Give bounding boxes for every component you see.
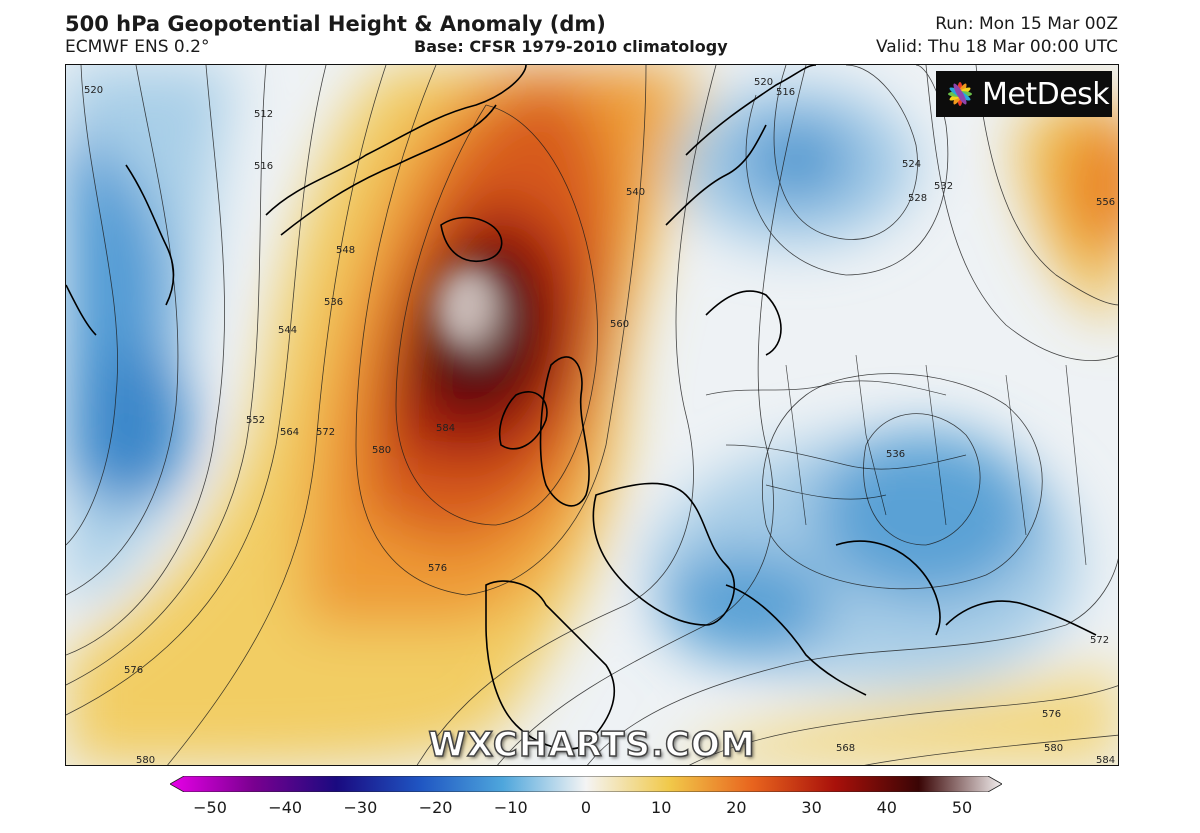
coastlines bbox=[66, 65, 1097, 750]
metdesk-logo: MetDesk bbox=[936, 71, 1112, 117]
contour-label: 580 bbox=[1044, 743, 1063, 754]
colorbar-tick-label: 10 bbox=[651, 798, 672, 817]
contour-label: 520 bbox=[754, 77, 773, 88]
contour-label: 576 bbox=[124, 665, 143, 676]
contour-label: 572 bbox=[1090, 635, 1109, 646]
contour-label: 536 bbox=[886, 449, 905, 460]
map-canvas: 520 512 516 548 536 544 552 564 572 580 … bbox=[66, 65, 1118, 766]
contour-label: 552 bbox=[246, 415, 265, 426]
contour-label: 580 bbox=[136, 755, 155, 766]
contour-label: 536 bbox=[324, 297, 343, 308]
contour-label: 556 bbox=[1096, 197, 1115, 208]
colorbar-ticks: −50 −40 −30 −20 −10 0 10 20 30 40 50 bbox=[170, 798, 1002, 818]
colorbar-tick-label: 30 bbox=[801, 798, 822, 817]
contour-label: 576 bbox=[1042, 709, 1061, 720]
colorbar-tick-label: 0 bbox=[580, 798, 592, 817]
contour-label: 544 bbox=[278, 325, 297, 336]
contour-label: 584 bbox=[1096, 755, 1115, 766]
metdesk-logo-text: MetDesk bbox=[982, 76, 1110, 112]
chart-title: 500 hPa Geopotential Height & Anomaly (d… bbox=[65, 12, 606, 36]
colorbar-tick-label: 20 bbox=[726, 798, 747, 817]
contour-label: 568 bbox=[836, 743, 855, 754]
anomaly-map: 520 512 516 548 536 544 552 564 572 580 … bbox=[65, 64, 1119, 766]
run-time-label: Run: Mon 15 Mar 00Z bbox=[935, 14, 1118, 34]
contour-label: 532 bbox=[934, 181, 953, 192]
contour-label: 540 bbox=[626, 187, 645, 198]
contour-label: 512 bbox=[254, 109, 273, 120]
contour-label: 516 bbox=[254, 161, 273, 172]
climatology-base-label: Base: CFSR 1979-2010 climatology bbox=[414, 37, 728, 56]
contour-label-group: 520 512 516 548 536 544 552 564 572 580 … bbox=[84, 77, 1115, 766]
wxcharts-watermark: WXCHARTS.COM bbox=[428, 724, 756, 765]
model-label: ECMWF ENS 0.2° bbox=[65, 37, 210, 57]
contour-label: 584 bbox=[436, 423, 455, 434]
colorbar-tick-label: −40 bbox=[268, 798, 303, 817]
contour-label: 560 bbox=[610, 319, 629, 330]
contour-label: 576 bbox=[428, 563, 447, 574]
country-borders bbox=[705, 354, 1087, 566]
colorbar-tick-label: −50 bbox=[193, 798, 227, 817]
contour-label: 564 bbox=[280, 427, 299, 438]
contour-label: 516 bbox=[776, 87, 795, 98]
contour-label: 528 bbox=[908, 193, 927, 204]
contour-label: 548 bbox=[336, 245, 355, 256]
contour-label: 572 bbox=[316, 427, 335, 438]
colorbar-tick-label: 40 bbox=[876, 798, 897, 817]
metdesk-flower-icon bbox=[948, 82, 972, 106]
contour-label: 524 bbox=[902, 159, 921, 170]
contour-label: 520 bbox=[84, 85, 103, 96]
valid-time-label: Valid: Thu 18 Mar 00:00 UTC bbox=[875, 37, 1118, 57]
colorbar-tick-label: 50 bbox=[951, 798, 973, 817]
anomaly-colorbar bbox=[169, 775, 1003, 793]
colorbar-tick-label: −30 bbox=[343, 798, 378, 817]
colorbar-tick-label: −10 bbox=[493, 798, 528, 817]
colorbar-tick-label: −20 bbox=[418, 798, 453, 817]
contour-label: 580 bbox=[372, 445, 391, 456]
